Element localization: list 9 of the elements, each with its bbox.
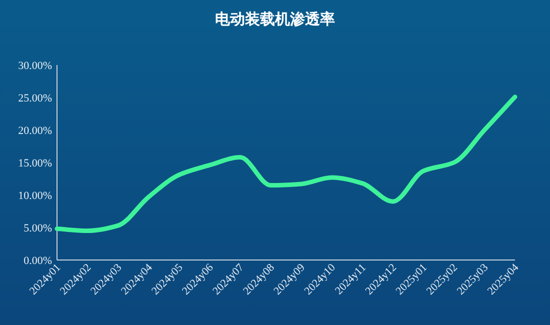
line-series xyxy=(54,94,518,233)
y-tick-label: 15.00% xyxy=(18,158,52,170)
y-tick-label: 25.00% xyxy=(18,92,52,104)
y-tick-label: 30.00% xyxy=(18,60,52,72)
chart-title: 电动装载机渗透率 xyxy=(215,10,335,28)
y-tick-label: 10.00% xyxy=(18,190,52,202)
y-tick-label: 5.00% xyxy=(24,222,52,234)
y-tick-label: 20.00% xyxy=(18,125,52,137)
y-tick-label: 0.00% xyxy=(24,255,52,267)
